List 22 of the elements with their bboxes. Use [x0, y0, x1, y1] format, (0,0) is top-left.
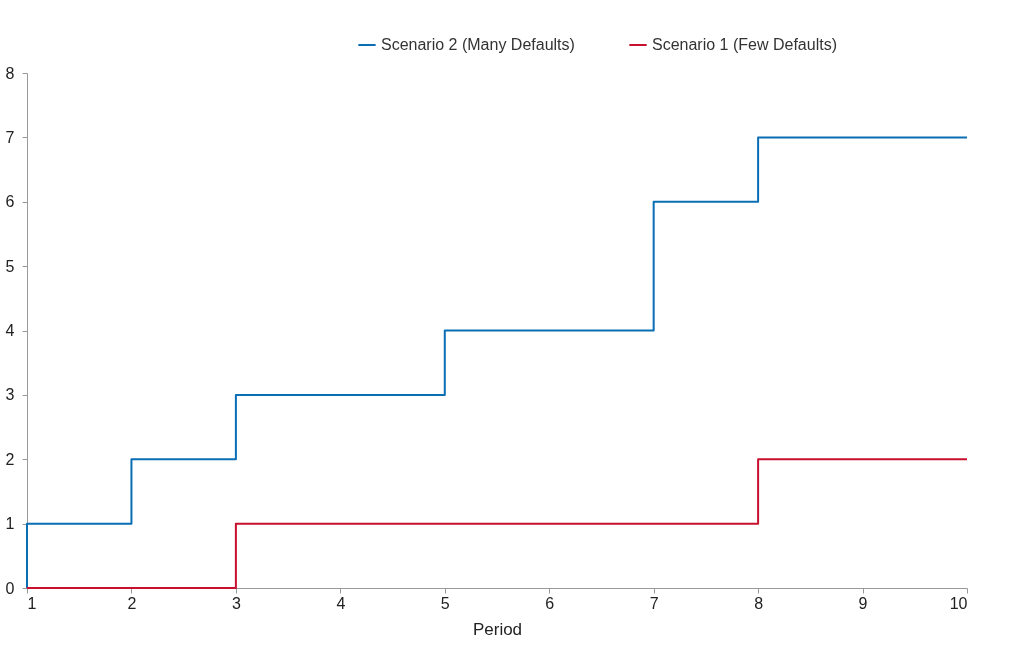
x-tick-label: 4 — [336, 594, 346, 612]
x-tick-label: 8 — [754, 594, 764, 612]
legend-label: Scenario 1 (Few Defaults) — [652, 36, 837, 53]
y-tick-label: 2 — [5, 450, 15, 468]
x-tick-label: 2 — [127, 594, 137, 612]
x-tick-label: 7 — [649, 594, 659, 612]
x-tick-label: 6 — [545, 594, 555, 612]
y-tick-label: 4 — [5, 322, 15, 339]
y-tick-label: 6 — [5, 193, 15, 211]
x-tick-label: 1 — [27, 594, 37, 612]
y-tick-label: 3 — [5, 386, 15, 404]
y-tick-label: 7 — [5, 128, 15, 146]
y-tick-label: 5 — [5, 257, 15, 275]
x-tick-label: 5 — [440, 594, 450, 612]
x-axis-title: Period — [472, 619, 523, 639]
x-tick-label: 9 — [858, 594, 868, 612]
legend-label: Scenario 2 (Many Defaults) — [381, 36, 575, 53]
x-tick-label: 3 — [231, 594, 241, 612]
x-tick-label: 10 — [949, 594, 968, 612]
y-tick-label: 0 — [5, 579, 15, 597]
y-tick-label: 8 — [5, 64, 15, 82]
y-tick-label: 1 — [5, 515, 15, 533]
